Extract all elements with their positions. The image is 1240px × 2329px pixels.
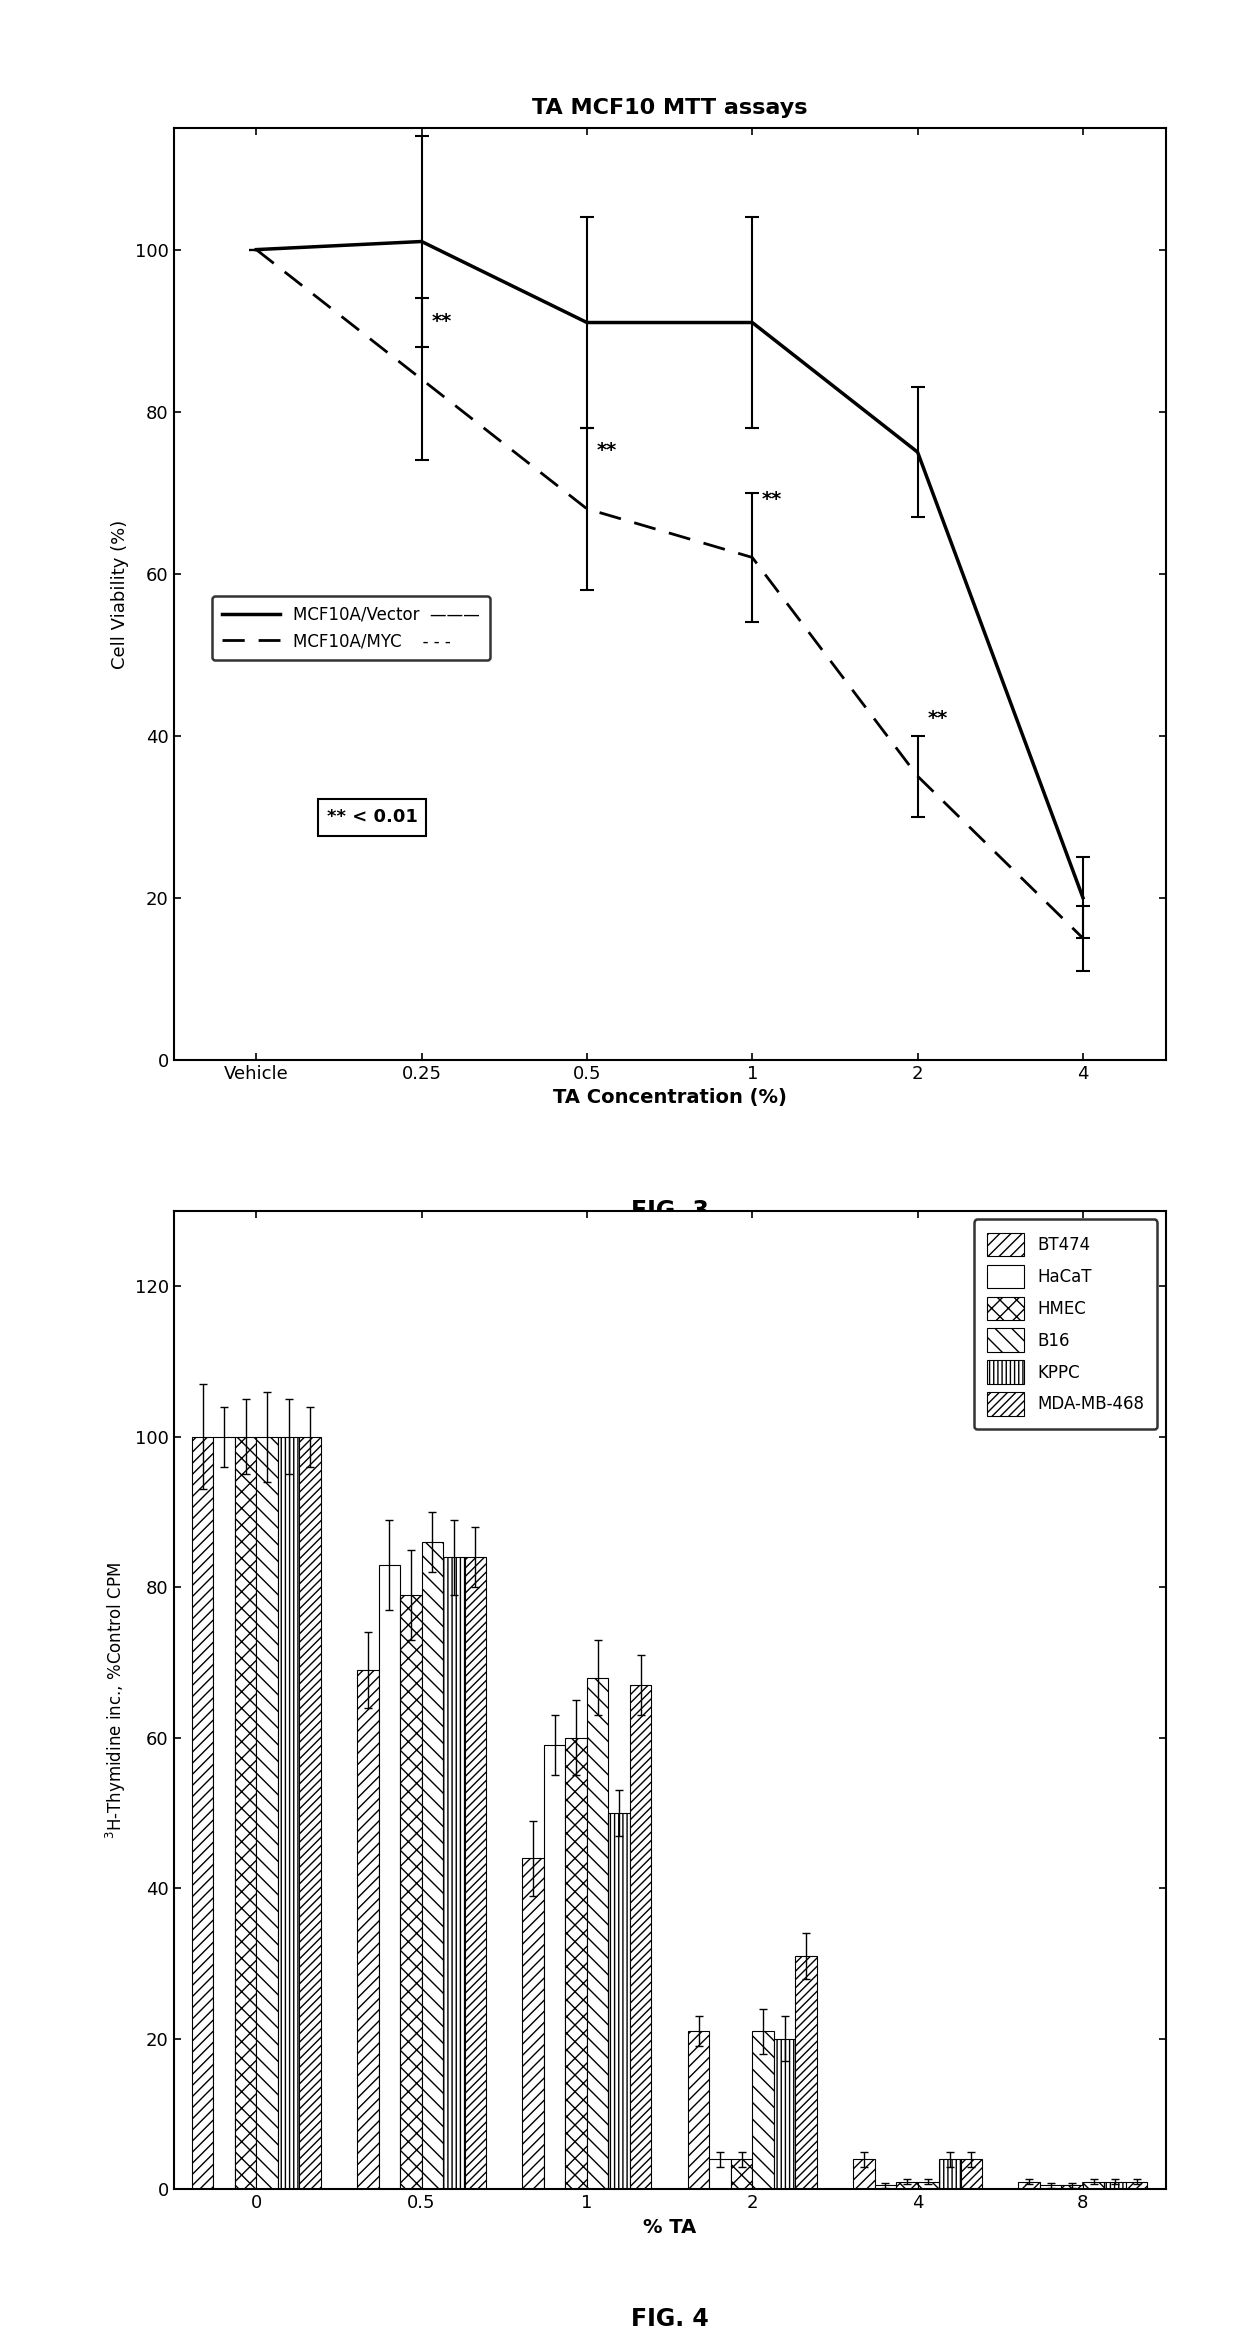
Bar: [709, 2159, 730, 2189]
Bar: [544, 1744, 565, 2189]
Bar: [1105, 2182, 1126, 2189]
Bar: [299, 1437, 321, 2189]
Bar: [1018, 2182, 1040, 2189]
Bar: [730, 2159, 753, 2189]
Text: **: **: [596, 440, 616, 461]
Bar: [378, 1565, 401, 2189]
Bar: [795, 1956, 817, 2189]
Bar: [1040, 2185, 1061, 2189]
Bar: [257, 1437, 278, 2189]
Text: **: **: [763, 489, 782, 508]
Bar: [522, 1859, 544, 2189]
Legend: BT474, HaCaT, HMEC, B16, KPPC, MDA-MB-468: BT474, HaCaT, HMEC, B16, KPPC, MDA-MB-46…: [973, 1220, 1157, 1430]
Bar: [234, 1437, 257, 2189]
Bar: [587, 1677, 609, 2189]
Bar: [213, 1437, 234, 2189]
Text: ** < 0.01: ** < 0.01: [326, 808, 418, 827]
Text: **: **: [432, 312, 451, 331]
Text: FIG. 3: FIG. 3: [631, 1199, 708, 1223]
Bar: [853, 2159, 874, 2189]
Bar: [774, 2038, 795, 2189]
Bar: [401, 1595, 422, 2189]
Bar: [939, 2159, 961, 2189]
Bar: [192, 1437, 213, 2189]
Y-axis label: $^{3}$H-Thymidine inc., %Control CPM: $^{3}$H-Thymidine inc., %Control CPM: [104, 1560, 128, 1840]
Bar: [1126, 2182, 1147, 2189]
Text: **: **: [928, 708, 947, 727]
Bar: [918, 2182, 939, 2189]
Bar: [630, 1686, 651, 2189]
Bar: [465, 1558, 486, 2189]
Bar: [357, 1670, 378, 2189]
Bar: [1061, 2185, 1083, 2189]
Bar: [753, 2031, 774, 2189]
Title: TA MCF10 MTT assays: TA MCF10 MTT assays: [532, 98, 807, 119]
Bar: [1083, 2182, 1105, 2189]
Bar: [961, 2159, 982, 2189]
Bar: [443, 1558, 465, 2189]
Bar: [874, 2185, 897, 2189]
Bar: [688, 2031, 709, 2189]
Bar: [897, 2182, 918, 2189]
Legend: MCF10A/Vector  ———, MCF10A/MYC    - - -: MCF10A/Vector ———, MCF10A/MYC - - -: [212, 596, 490, 659]
Bar: [278, 1437, 299, 2189]
Text: FIG. 4: FIG. 4: [631, 2306, 708, 2329]
X-axis label: % TA: % TA: [644, 2217, 696, 2236]
Bar: [422, 1542, 443, 2189]
Bar: [565, 1737, 587, 2189]
Y-axis label: Cell Viability (%): Cell Viability (%): [112, 519, 129, 668]
Bar: [609, 1812, 630, 2189]
X-axis label: TA Concentration (%): TA Concentration (%): [553, 1088, 786, 1106]
